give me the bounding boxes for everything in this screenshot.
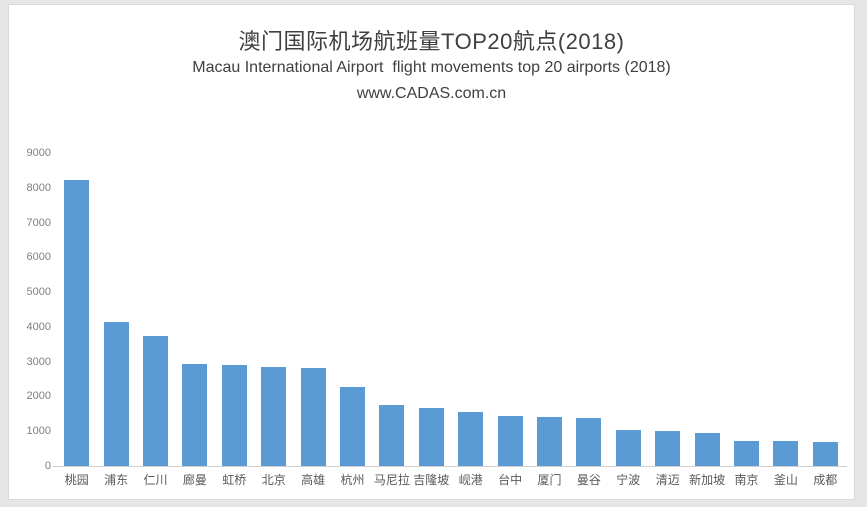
bar	[103, 322, 129, 466]
bar	[655, 430, 681, 466]
y-tick-label: 2000	[26, 390, 51, 403]
bar	[182, 363, 208, 466]
bar	[812, 442, 838, 466]
chart-title: 澳门国际机场航班量TOP20航点(2018)	[238, 29, 625, 54]
x-category-label: 釜山	[773, 473, 798, 487]
bar	[773, 441, 799, 466]
x-axis-line	[53, 466, 847, 467]
x-category-label: 新加坡	[689, 473, 726, 487]
bar	[537, 417, 562, 466]
x-category-label: 杭州	[340, 473, 365, 487]
x-category-label: 浦东	[104, 473, 129, 487]
x-category-label: 廊曼	[182, 473, 207, 487]
x-category-label: 马尼拉	[373, 473, 410, 487]
y-tick-label: 5000	[26, 286, 51, 299]
y-tick-label: 7000	[26, 216, 51, 229]
x-category-label: 成都	[813, 473, 838, 487]
x-category-label: 高雄	[301, 473, 326, 487]
x-category-label: 吉隆坡	[413, 473, 450, 487]
x-category-label: 南京	[734, 473, 759, 487]
bar	[379, 404, 405, 466]
y-tick-label: 0	[44, 460, 51, 472]
x-category-label: 清迈	[655, 473, 680, 487]
chart-subtitle: Macau International Airport flight movem…	[192, 59, 671, 76]
plot-area: 0 1000 2000 3000 4000 5000 6000 7000 8000 9000 桃园…	[9, 5, 854, 499]
bar	[300, 368, 326, 466]
y-tick-label: 4000	[26, 320, 51, 333]
y-tick-label: 9000	[26, 147, 51, 159]
bar	[143, 335, 168, 466]
x-category-label: 曼谷	[576, 473, 601, 487]
y-tick-label: 1000	[26, 425, 51, 438]
bar	[340, 386, 365, 466]
watermark-url: www.CADAS.com.cn	[356, 85, 507, 102]
bar	[261, 366, 287, 466]
chart-panel: 澳门国际机场航班量TOP20航点(2018) Macau Internation…	[8, 4, 855, 500]
x-category-label: 宁波	[616, 473, 641, 487]
bar	[694, 433, 720, 466]
x-category-label: 岘港	[458, 473, 483, 487]
x-category-label: 仁川	[143, 473, 168, 487]
bar	[458, 412, 484, 466]
x-category-label: 厦门	[537, 473, 562, 487]
y-tick-label: 3000	[26, 355, 51, 368]
x-category-label: 台中	[498, 473, 523, 487]
bar	[221, 365, 247, 466]
x-category-label: 桃园	[64, 473, 89, 487]
x-category-label: 虹桥	[222, 473, 247, 487]
bar	[418, 407, 444, 466]
bar	[64, 180, 90, 466]
y-tick-label: 6000	[26, 251, 51, 264]
y-tick-label: 8000	[26, 181, 51, 194]
bar	[734, 440, 759, 466]
bar	[615, 429, 641, 466]
bar	[497, 415, 523, 466]
bar	[576, 417, 602, 466]
x-category-label: 北京	[261, 473, 286, 487]
